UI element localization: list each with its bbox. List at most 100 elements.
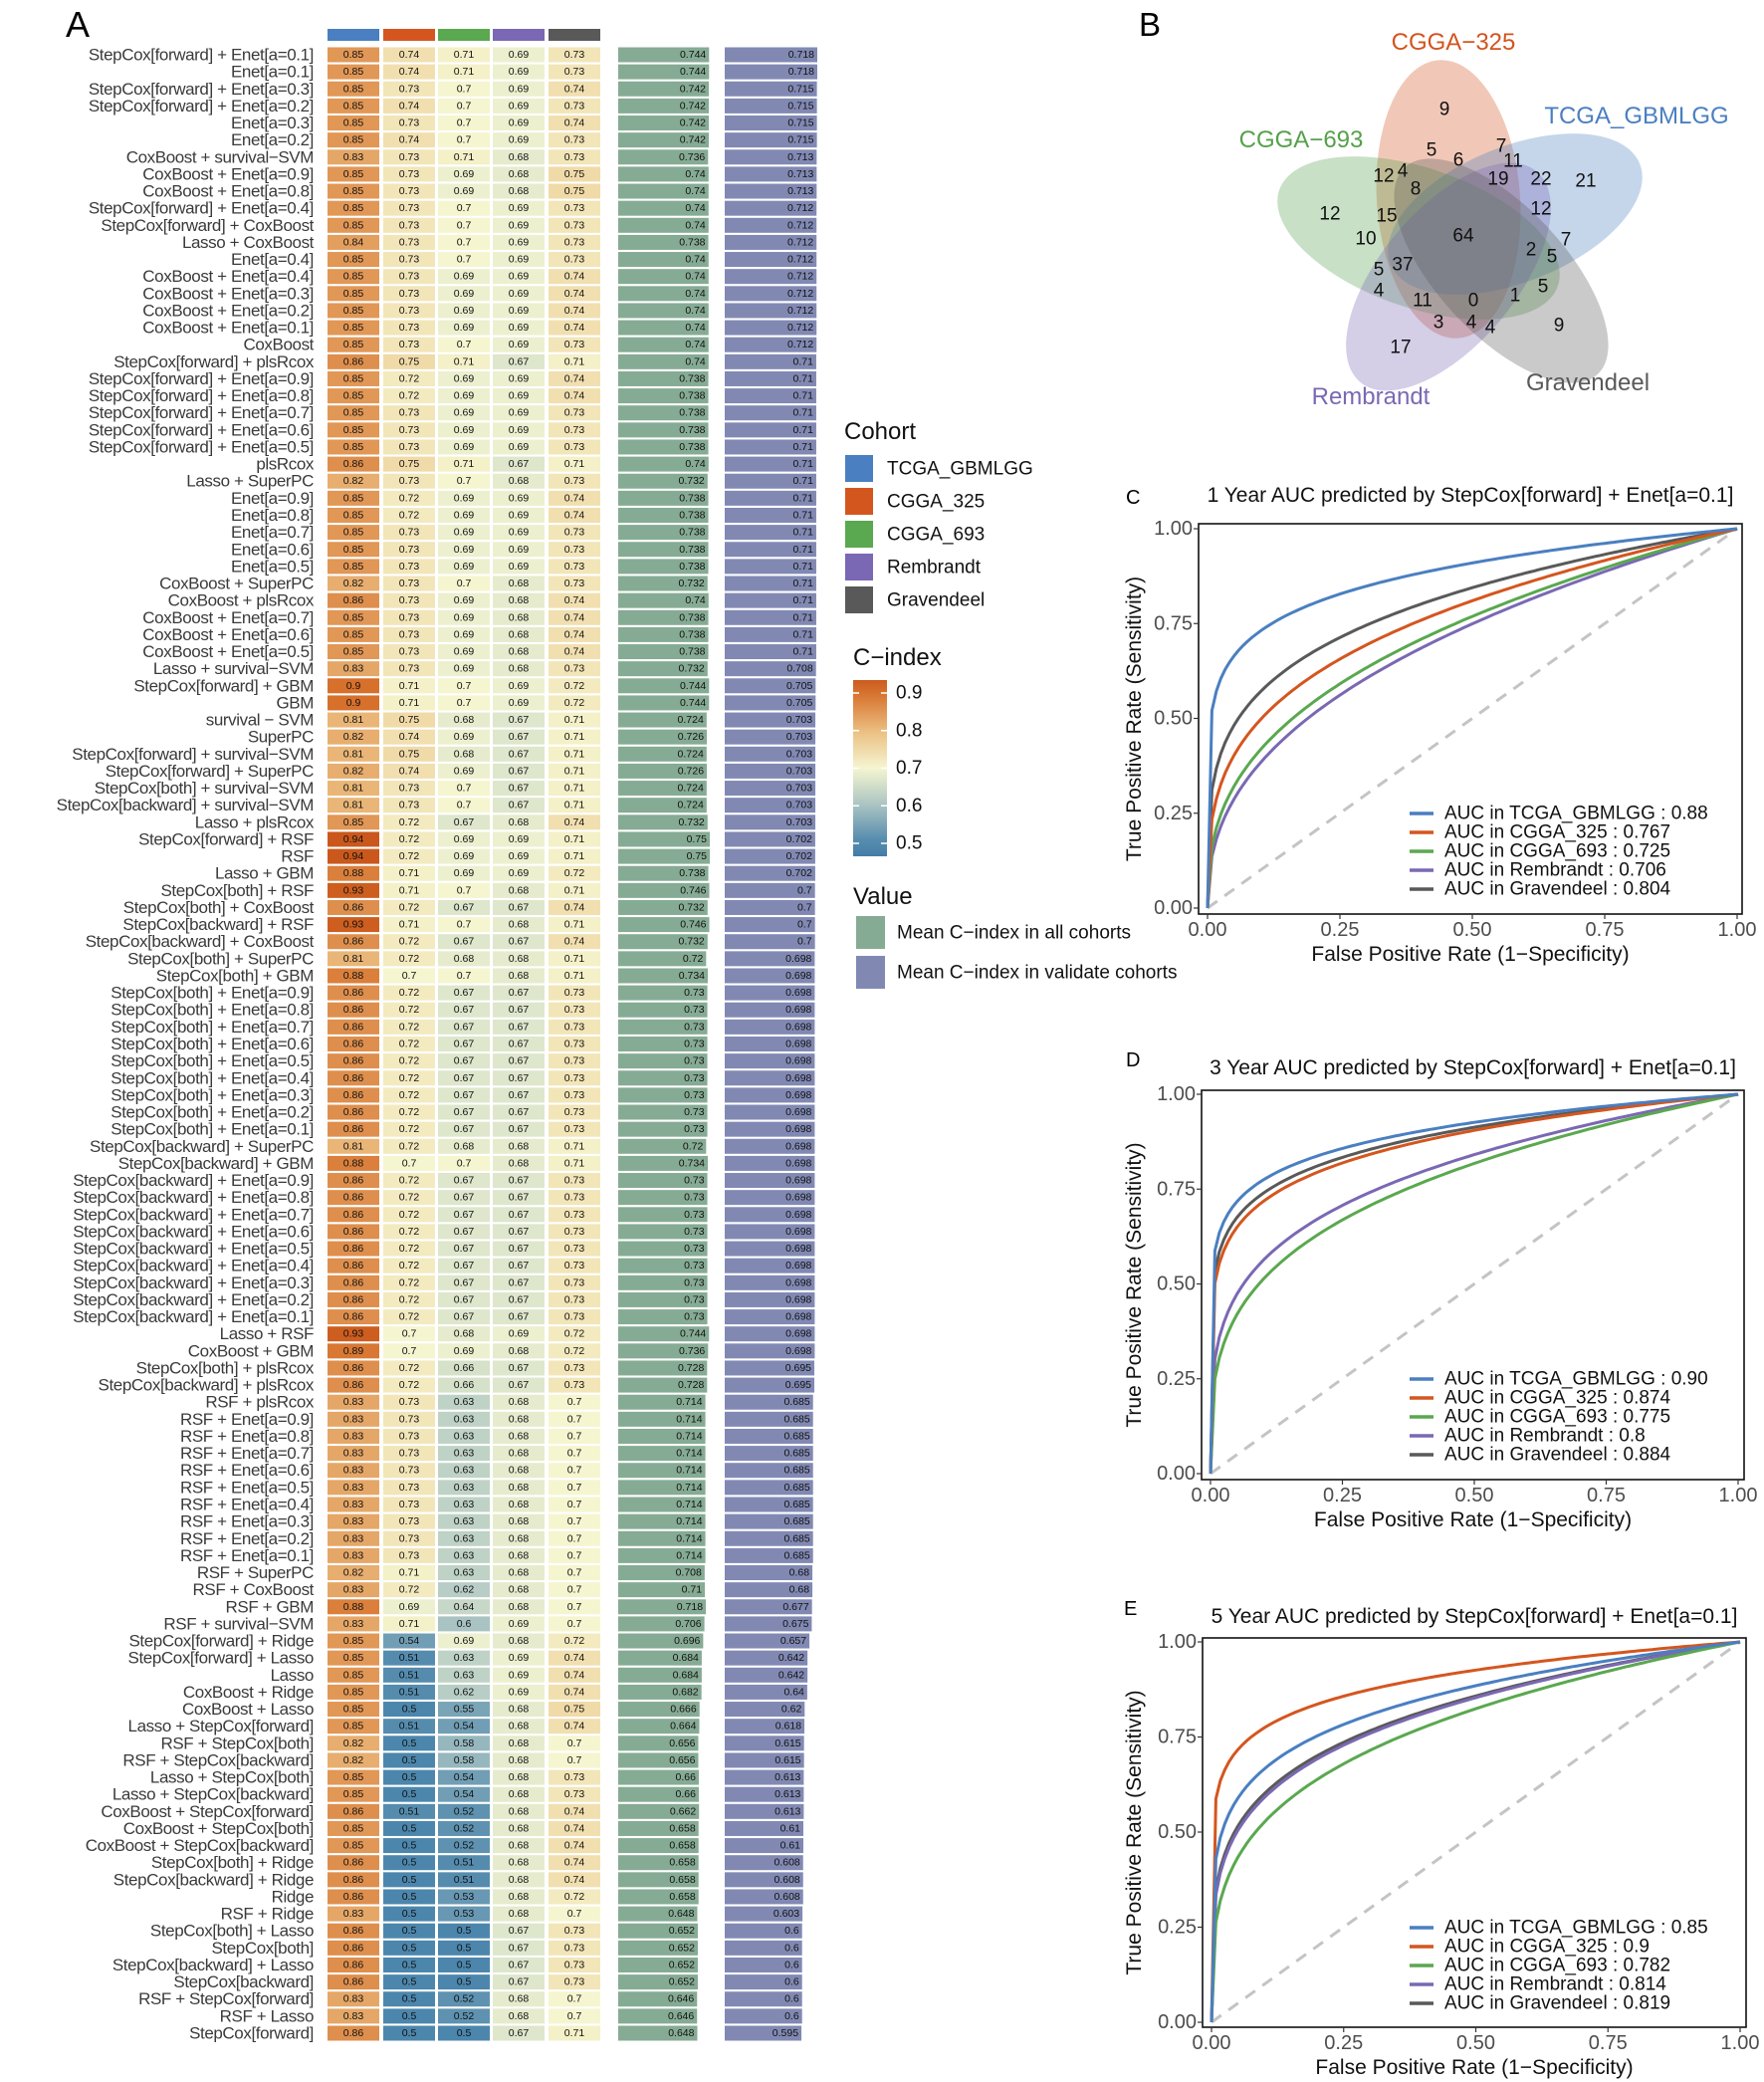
x-tick-label: 0.50: [1455, 1485, 1494, 1506]
heatmap-cell: [493, 1497, 545, 1512]
heatmap-cell: [493, 456, 545, 472]
heatmap-cell: [328, 456, 379, 472]
cell-value: 0.55: [454, 1704, 475, 1716]
mean-all-bar: [618, 1019, 708, 1035]
cell-value: 0.67: [454, 1226, 475, 1238]
heatmap-cell: [549, 1087, 600, 1103]
heatmap-cell: [328, 116, 379, 131]
mean-validate-bar: [725, 1309, 815, 1325]
cell-value: 0.86: [343, 1243, 364, 1255]
mean-validate-bar: [725, 1155, 815, 1171]
cell-value: 0.73: [399, 202, 420, 214]
mean-validate-value: 0.698: [785, 1328, 811, 1340]
cell-value: 0.73: [564, 527, 585, 539]
model-label: StepCox[backward] + Ridge: [113, 1870, 314, 1889]
mean-validate-value: 0.698: [785, 1175, 811, 1187]
venn-count: 5: [1538, 277, 1549, 298]
cohort-legend-label: CGGA_693: [887, 525, 985, 546]
heatmap-cell: [383, 1190, 435, 1206]
heatmap-cell: [549, 2025, 600, 2041]
heatmap-cell: [383, 183, 435, 199]
cell-value: 0.85: [343, 816, 364, 828]
mean-validate-value: 0.698: [785, 1226, 811, 1238]
cell-value: 0.72: [399, 1089, 420, 1101]
cell-value: 0.86: [343, 1260, 364, 1272]
heatmap-cell: [438, 1121, 490, 1137]
cell-value: 0.72: [399, 1379, 420, 1391]
mean-validate-value: 0.71: [793, 441, 814, 453]
heatmap-cell: [328, 1190, 379, 1206]
heatmap-cell: [328, 1291, 379, 1307]
heatmap-cell: [383, 370, 435, 386]
mean-all-bar: [618, 661, 708, 677]
mean-validate-value: 0.703: [786, 714, 812, 726]
heatmap-cell: [328, 269, 379, 285]
mean-all-bar: [618, 1480, 706, 1496]
mean-validate-bar: [725, 1173, 815, 1189]
heatmap-row: Lasso + SuperPC 0.82 0.73 0.7 0.68 0.73 0.732 0…: [186, 472, 816, 491]
mean-validate-value: 0.677: [782, 1601, 808, 1613]
heatmap-row: StepCox[both] + survival−SVM 0.81 0.73 0.7 0…: [95, 779, 816, 798]
heatmap-cell: [438, 1241, 490, 1257]
mean-validate-value: 0.685: [783, 1430, 809, 1442]
mean-validate-bar: [725, 2008, 802, 2024]
cell-value: 0.69: [454, 646, 475, 658]
heatmap-cell: [383, 1855, 435, 1871]
cell-value: 0.7: [567, 1618, 582, 1630]
mean-validate-value: 0.698: [785, 987, 811, 999]
heatmap-cell: [438, 1803, 490, 1819]
model-label: Lasso + StepCox[forward]: [128, 1717, 314, 1735]
cell-value: 0.73: [564, 1175, 585, 1187]
heatmap-cell: [383, 303, 435, 319]
cell-value: 0.73: [399, 1430, 420, 1442]
cell-value: 0.94: [343, 833, 364, 845]
mean-validate-value: 0.608: [773, 1857, 799, 1869]
heatmap-cell: [493, 217, 545, 233]
heatmap-cell: [438, 1002, 490, 1018]
mean-all-value: 0.658: [669, 1840, 695, 1852]
heatmap-cell: [438, 1974, 490, 1990]
heatmap-row: StepCox[backward] + Enet[a=0.7] 0.86 0.72 0…: [73, 1205, 815, 1224]
cell-value: 0.67: [509, 1243, 530, 1255]
cell-value: 0.67: [509, 936, 530, 948]
cell-value: 0.86: [343, 1959, 364, 1970]
legend-label: AUC in CGGA_693 : 0.782: [1444, 1956, 1670, 1976]
mean-validate-value: 0.603: [773, 1908, 799, 1920]
mean-all-value: 0.734: [679, 970, 705, 982]
heatmap-cell: [549, 1497, 600, 1512]
cell-value: 0.86: [343, 901, 364, 913]
mean-all-bar: [618, 1547, 706, 1563]
model-label: StepCox[forward] + Ridge: [128, 1632, 314, 1651]
mean-validate-value: 0.712: [787, 271, 813, 283]
heatmap-cell: [493, 1019, 545, 1035]
heatmap-cell: [328, 388, 379, 404]
heatmap-cell: [328, 81, 379, 97]
mean-all-bar: [618, 64, 710, 80]
cell-value: 0.72: [399, 953, 420, 965]
mean-validate-value: 0.698: [785, 1072, 811, 1084]
heatmap-cell: [438, 626, 490, 642]
heatmap-cell: [383, 1037, 435, 1051]
mean-all-value: 0.656: [669, 1754, 695, 1766]
mean-validate-value: 0.713: [787, 151, 813, 163]
venn-set-3: [1346, 162, 1551, 391]
heatmap-cell: [383, 1786, 435, 1802]
mean-all-bar: [618, 2025, 698, 2041]
heatmap-cell: [383, 1565, 435, 1581]
mean-all-value: 0.73: [684, 1243, 705, 1255]
cell-value: 0.67: [454, 816, 475, 828]
mean-validate-value: 0.703: [786, 783, 812, 795]
model-label: StepCox[both] + Enet[a=0.2]: [110, 1103, 314, 1122]
mean-all-bar: [618, 525, 709, 541]
heatmap-cell: [493, 2008, 545, 2024]
heatmap-cell: [328, 2008, 379, 2024]
mean-all-value: 0.73: [684, 1175, 705, 1187]
cell-value: 0.71: [564, 748, 585, 760]
cell-value: 0.69: [509, 339, 530, 350]
cell-value: 0.7: [457, 697, 472, 709]
heatmap-cell: [549, 1957, 600, 1972]
heatmap-cell: [383, 2008, 435, 2024]
mean-all-bar: [618, 490, 709, 506]
y-tick-label: 0.50: [1157, 1273, 1196, 1295]
cell-value: 0.67: [454, 1311, 475, 1323]
